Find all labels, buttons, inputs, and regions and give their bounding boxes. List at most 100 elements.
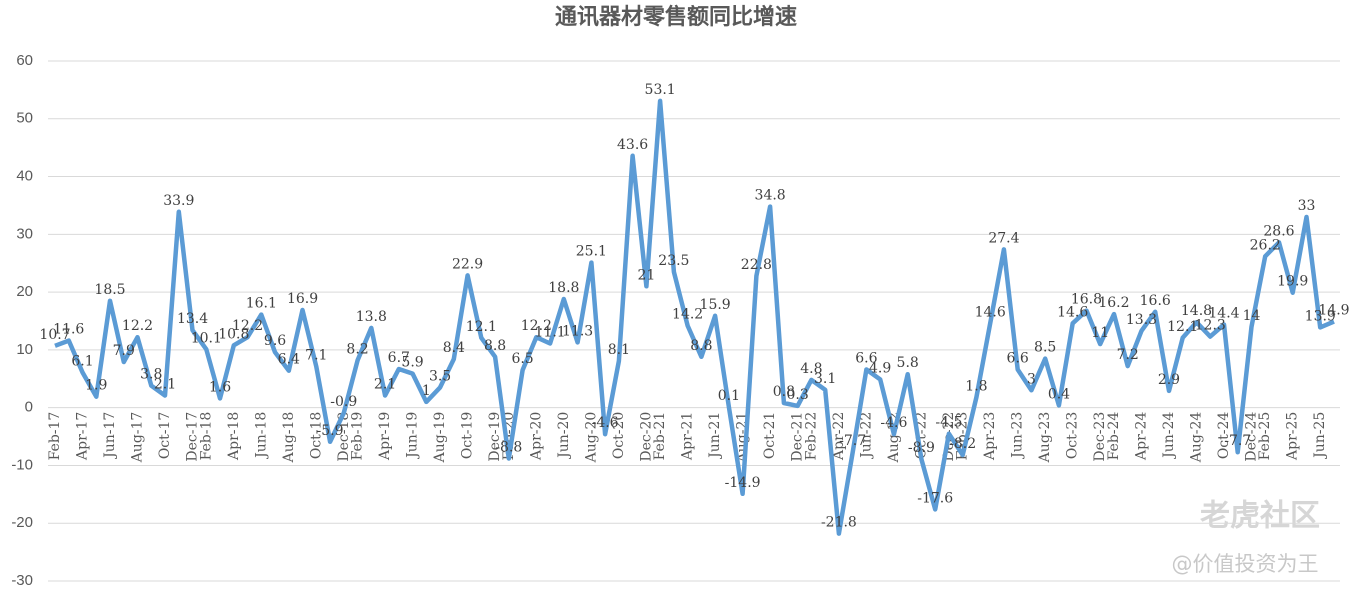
- y-tick-label: 30: [16, 225, 33, 242]
- data-label: 14.6: [975, 304, 1006, 320]
- data-label: 25.1: [576, 244, 607, 260]
- data-label: 12.2: [521, 318, 552, 334]
- x-tick-label: Aug-18: [281, 412, 297, 464]
- y-tick-label: 40: [16, 168, 33, 185]
- x-tick-label: Oct-19: [460, 412, 476, 460]
- data-label: 10.1: [191, 330, 222, 346]
- data-label: -4.6: [880, 415, 907, 431]
- data-label: 14.8: [1181, 303, 1212, 319]
- x-tick-label: Apr-19: [377, 412, 393, 461]
- x-tick-label: Apr-21: [680, 412, 696, 461]
- y-tick-label: -10: [11, 456, 33, 473]
- data-label: 10.8: [218, 326, 249, 342]
- data-label: 6.6: [855, 351, 877, 367]
- data-label: 13.9: [1305, 308, 1336, 324]
- data-label: 2.1: [374, 377, 396, 393]
- data-label: 1: [422, 383, 431, 399]
- data-label: 16.8: [1071, 292, 1102, 308]
- x-tick-label: Dec-24: [1243, 412, 1259, 462]
- x-tick-label: Oct-21: [762, 412, 778, 460]
- data-label: 6.1: [71, 353, 93, 369]
- data-label: -14.9: [725, 475, 761, 491]
- data-label: 43.6: [617, 137, 648, 153]
- x-tick-label: Feb-25: [1257, 412, 1273, 461]
- data-label: 33.9: [163, 193, 194, 209]
- data-label: 8.4: [443, 340, 465, 356]
- data-label: 14.9: [1318, 303, 1349, 319]
- data-label: 3.5: [429, 368, 451, 384]
- data-label: 1.8: [965, 378, 987, 394]
- data-label: 8.5: [1034, 340, 1056, 356]
- data-label: -4.5: [935, 415, 962, 431]
- data-label: 12.1: [1167, 319, 1198, 335]
- y-tick-label: -30: [11, 572, 33, 589]
- y-tick-label: 60: [16, 52, 33, 69]
- data-label: 16.2: [1098, 295, 1129, 311]
- data-label: 10.7: [39, 327, 70, 343]
- data-label: -4.6: [592, 415, 619, 431]
- data-label: 5.9: [401, 355, 423, 371]
- x-tick-label: Dec-21: [790, 412, 806, 462]
- x-tick-label: Jun-22: [858, 412, 874, 460]
- data-label: 8.8: [690, 338, 712, 354]
- x-tick-label: Apr-22: [831, 412, 847, 461]
- data-label: 12.1: [466, 319, 497, 335]
- data-label: -21.8: [821, 515, 857, 531]
- x-tick-label: Aug-24: [1188, 412, 1204, 464]
- data-label: 8.2: [346, 341, 368, 357]
- x-tick-label: Jun-21: [707, 412, 723, 460]
- data-label: 53.1: [645, 82, 676, 98]
- x-tick-label: Feb-21: [652, 412, 668, 461]
- data-label: 13.8: [356, 309, 387, 325]
- x-tick-label: Feb-19: [350, 412, 366, 461]
- data-label: 11.6: [53, 322, 84, 338]
- x-tick-label: Apr-23: [982, 412, 998, 461]
- x-tick-label: Aug-20: [583, 412, 599, 464]
- x-tick-label: Feb-17: [47, 412, 63, 461]
- data-label: 26.2: [1250, 237, 1281, 253]
- data-label: 6.7: [388, 350, 410, 366]
- data-label: 18.8: [548, 280, 579, 296]
- data-label: 12.2: [122, 318, 153, 334]
- data-label: -8.2: [949, 436, 976, 452]
- data-label: -17.6: [917, 490, 953, 506]
- x-tick-label: Dec-20: [638, 412, 654, 462]
- data-label: 34.8: [755, 188, 786, 204]
- data-label: 11.3: [562, 323, 593, 339]
- data-label: 23.5: [658, 253, 689, 269]
- data-label: 8.8: [484, 338, 506, 354]
- data-label: 3.1: [814, 371, 836, 387]
- x-tick-label: Jun-25: [1312, 412, 1328, 460]
- data-label: 14.6: [1057, 304, 1088, 320]
- x-tick-label: Apr-17: [75, 412, 91, 461]
- data-label: 9.6: [264, 333, 286, 349]
- data-label: -7.7: [839, 433, 866, 449]
- data-label: 7.1: [305, 348, 327, 364]
- data-label: -0.9: [330, 394, 357, 410]
- y-tick-label: 0: [25, 399, 33, 416]
- x-tick-label: Oct-23: [1065, 412, 1081, 460]
- data-label: 12.2: [232, 318, 263, 334]
- data-label: 16.6: [1140, 293, 1171, 309]
- x-tick-label: Dec-17: [185, 412, 201, 462]
- data-label: 3.8: [140, 367, 162, 383]
- x-tick-label: Oct-20: [611, 412, 627, 460]
- data-label: 15.9: [700, 297, 731, 313]
- data-line: [54, 98, 1335, 536]
- data-label: 0.3: [787, 387, 809, 403]
- y-tick-label: 50: [16, 110, 33, 127]
- x-tick-label: Jun-20: [556, 412, 572, 460]
- x-tick-label: Aug-17: [130, 412, 146, 464]
- data-label: 5.8: [897, 355, 919, 371]
- data-label: 6.5: [511, 351, 533, 367]
- x-tick-label: Apr-20: [528, 412, 544, 461]
- data-label: 16.9: [287, 291, 318, 307]
- x-tick-label: Aug-23: [1037, 412, 1053, 464]
- data-label: 1.9: [85, 378, 107, 394]
- x-tick-label: Jun-19: [405, 412, 421, 460]
- data-label: -7.7: [1224, 433, 1251, 449]
- data-label: 8.1: [608, 342, 630, 358]
- data-label: 7.9: [113, 343, 135, 359]
- y-tick-label: 20: [16, 283, 33, 300]
